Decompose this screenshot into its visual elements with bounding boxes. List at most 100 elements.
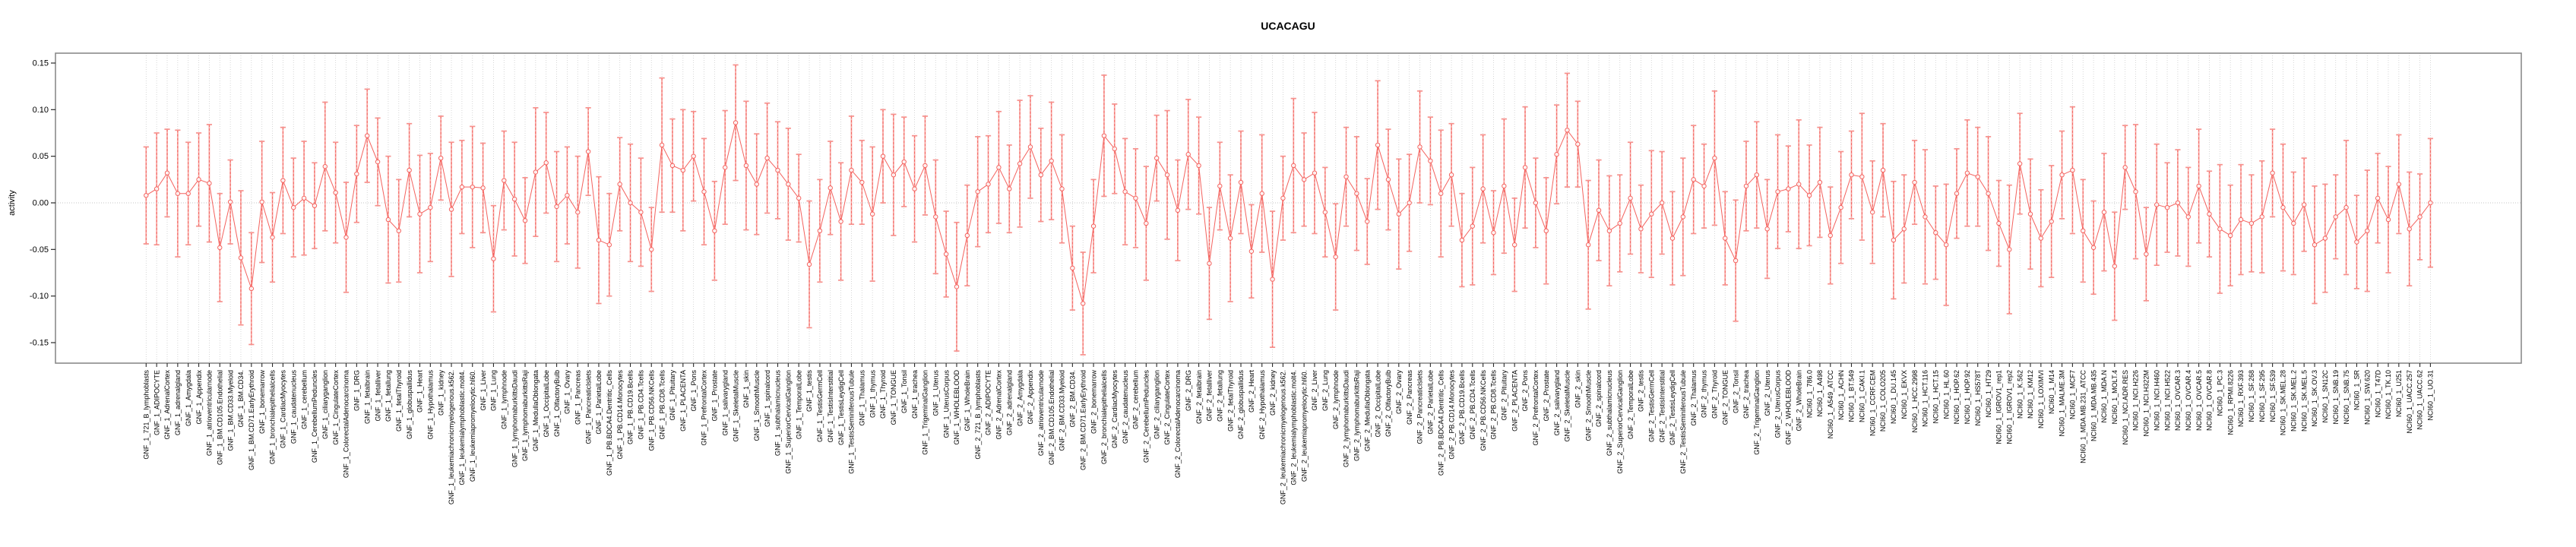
data-point — [1923, 214, 1928, 220]
data-point — [238, 255, 244, 261]
x-tick-label: GNF_1_Heart — [416, 370, 424, 413]
x-tick-label: GNF_2_BM.CD34. — [1069, 370, 1077, 428]
x-tick-label: NCI60_1_UACC.62 — [2416, 370, 2424, 430]
data-point — [2101, 210, 2107, 215]
data-point — [1775, 189, 1780, 194]
data-point — [1575, 141, 1581, 147]
x-tick-label: GNF_2_BM.CD105.Endothelial — [1048, 370, 1055, 465]
data-point — [1502, 183, 1507, 189]
data-point — [312, 203, 318, 208]
data-point — [1838, 204, 1843, 210]
data-point — [2196, 183, 2201, 189]
x-tick-label: NCI60_1_SK.MEL.2 — [2290, 370, 2298, 432]
data-point — [1901, 226, 1907, 232]
data-point — [617, 182, 622, 187]
x-tick-label: GNF_1_salivarygland — [721, 370, 729, 436]
data-point — [986, 182, 991, 187]
x-tick-label: GNF_1_BM.CD33.Myeloid — [226, 370, 234, 451]
x-tick-label: NCI60_1_K.562 — [2016, 370, 2024, 419]
data-point — [2017, 161, 2023, 166]
data-point — [291, 204, 296, 210]
data-point — [1996, 220, 2002, 226]
data-point — [1396, 211, 1402, 217]
data-point — [701, 189, 707, 194]
data-point — [922, 163, 928, 169]
x-tick-label: GNF_1_CingulateCortex — [332, 370, 340, 445]
data-point — [2259, 214, 2264, 220]
data-point — [1175, 207, 1181, 213]
x-tick-label: GNF_1_Thyroid — [879, 370, 887, 419]
x-tick-label: GNF_1_MedullaOblongata — [532, 370, 540, 451]
x-tick-label: GNF_1_TestisInterstitial — [827, 370, 834, 443]
data-point — [196, 177, 201, 182]
x-tick-label: GNF_1_kidney — [437, 370, 445, 416]
x-tick-label: GNF_2_WholeBrain — [1795, 370, 1802, 432]
y-tick-label: 0.10 — [33, 106, 49, 115]
x-tick-label: GNF_1_PB.CD14.Monocytes — [616, 370, 624, 460]
data-point — [1270, 277, 1275, 282]
x-tick-label: GNF_1_SmoothMuscle — [753, 370, 761, 441]
y-tick-label: -0.05 — [30, 245, 49, 255]
chart-title: UCACAGU — [1261, 20, 1315, 32]
data-point — [1565, 128, 1570, 133]
x-tick-label: GNF_2_cerebellum — [1132, 370, 1140, 429]
x-tick-label: GNF_2_CingulateCortex — [1163, 370, 1171, 445]
data-point — [1522, 165, 1528, 170]
x-tick-label: GNF_1_Thalamus — [859, 370, 866, 426]
x-tick-label: GNF_2_PB.BDCA4.Dentritic_Cells — [1437, 370, 1445, 476]
data-point — [227, 199, 233, 204]
x-tick-label: GNF_2_lymphomaburkittsRaji — [1353, 370, 1361, 461]
data-point — [1101, 133, 1107, 138]
y-tick-label: -0.15 — [30, 339, 49, 348]
x-tick-label: GNF_1_adrenalgland — [174, 370, 182, 435]
x-tick-label: GNF_2_PrefrontalCortex — [1532, 370, 1540, 446]
data-point — [554, 204, 559, 210]
data-point — [1185, 152, 1191, 157]
x-tick-label: GNF_1_TrigeminalGanglion — [922, 370, 929, 455]
data-point — [2375, 195, 2381, 201]
data-point — [1280, 195, 1286, 201]
x-tick-label: NCI60_1_OVCAR.4 — [2185, 370, 2192, 431]
x-tick-label: GNF_2_TrigeminalGanglion — [1753, 370, 1761, 455]
x-tick-label: GNF_2_Ovary — [1395, 370, 1403, 415]
data-point — [1365, 219, 1370, 224]
data-point — [1164, 172, 1170, 178]
x-tick-label: GNF_1_ColorectalAdenocarcinoma — [343, 370, 350, 478]
x-tick-label: GNF_2_lymphomaburkittsDaudi — [1343, 370, 1350, 467]
x-tick-label: NCI60_1_HOP.92 — [1964, 370, 1971, 424]
data-point — [1764, 226, 1770, 232]
data-point — [1891, 237, 1897, 243]
data-point — [2343, 204, 2349, 210]
x-tick-label: GNF_2_PLACENTA — [1511, 370, 1518, 432]
x-tick-label: GNF_2_BM.CD71.EarlyErythroid — [1079, 370, 1087, 470]
data-point — [1438, 191, 1444, 196]
data-point — [153, 186, 160, 191]
x-tick-label: GNF_1_ParietalLobe — [595, 370, 603, 435]
data-point — [2175, 200, 2181, 206]
data-point — [1480, 186, 1486, 191]
data-point — [596, 237, 602, 243]
x-tick-label: GNF_2_TONGUE — [1721, 370, 1729, 425]
data-point — [2248, 220, 2255, 226]
data-point — [2027, 211, 2033, 217]
data-point — [901, 159, 907, 165]
x-tick-label: NCI60_1_SNB.75 — [2343, 370, 2350, 425]
x-tick-label: GNF_2_trachea — [1742, 370, 1750, 419]
data-point — [1649, 211, 1654, 217]
x-tick-label: NCI60_1_MCF7 — [2069, 370, 2077, 419]
data-point — [1880, 167, 1886, 173]
data-point — [1701, 183, 1707, 189]
data-point — [1312, 170, 1318, 175]
x-tick-label: GNF_2_Pituitary — [1501, 370, 1508, 421]
data-point — [723, 165, 728, 170]
data-point — [1554, 152, 1559, 157]
data-point — [2407, 226, 2412, 232]
x-tick-label: NCI60_1_CAKI.1 — [1859, 370, 1866, 422]
data-point — [764, 155, 770, 161]
data-point — [375, 159, 381, 165]
data-point — [2280, 204, 2286, 210]
data-point — [343, 235, 349, 240]
data-point — [280, 178, 286, 183]
data-point — [1090, 223, 1097, 229]
data-point — [248, 286, 255, 292]
